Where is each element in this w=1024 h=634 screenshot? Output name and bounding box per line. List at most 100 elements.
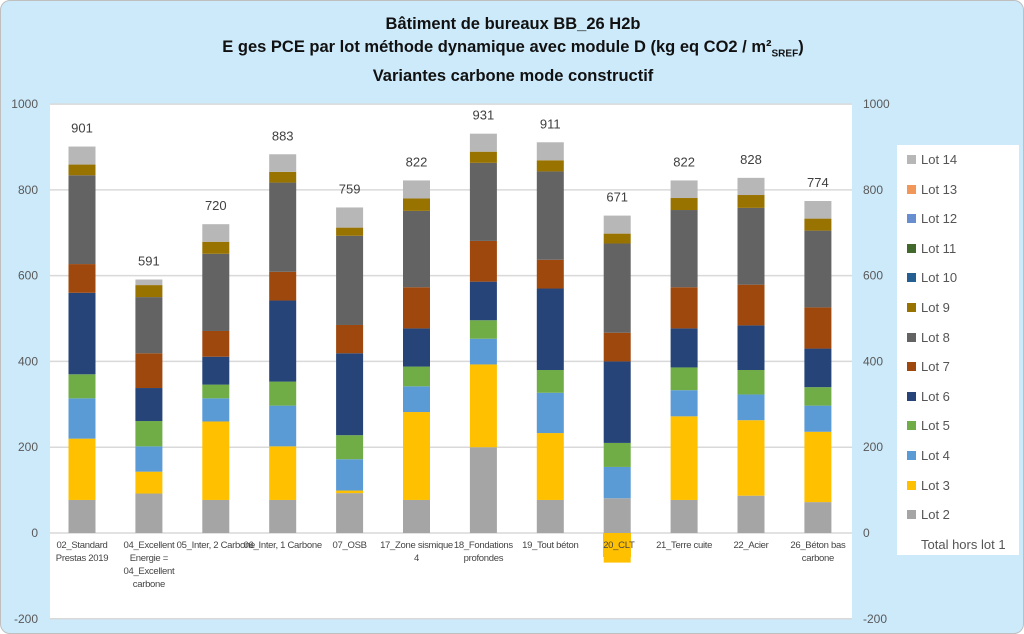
total-data-label: 591: [138, 254, 160, 269]
chart-title: Bâtiment de bureaux BB_26 H2b E ges PCE …: [1, 13, 1023, 88]
bar-segment-lot-8: [536, 171, 564, 260]
bar-segment-lot-5: [269, 381, 297, 406]
total-data-label: 671: [606, 190, 628, 205]
bar-segment-lot-2: [536, 499, 564, 533]
bar-segment-lot-4: [670, 390, 698, 417]
legend-swatch: [907, 155, 916, 164]
bar-segment-lot-14: [403, 180, 430, 199]
bar-segment-lot-9: [269, 171, 297, 183]
x-tick-label: 26_Béton bas carbone: [790, 540, 846, 564]
legend-swatch: [907, 214, 916, 224]
legend-label: Lot 4: [921, 448, 950, 463]
bar-segment-lot-14: [603, 215, 631, 234]
legend-label: Lot 10: [921, 270, 958, 286]
bar-segment-lot-2: [135, 493, 163, 533]
bar-segment-lot-6: [202, 356, 230, 385]
bar-segment-lot-2: [202, 499, 230, 533]
legend-label: Lot 14: [921, 152, 958, 167]
bar-segment-lot-5: [135, 421, 163, 447]
legend-label: Lot 12: [921, 211, 958, 227]
bar-segment-lot-4: [269, 405, 297, 447]
legend-label: Lot 8: [921, 329, 950, 345]
x-tick-label: 04_Excellent Energie = 04_Excellent carb…: [123, 540, 175, 590]
bar-segment-lot-14: [670, 180, 698, 199]
total-data-label: 828: [740, 152, 762, 167]
bar-segment-lot-3: [269, 446, 297, 500]
bar-segment-lot-4: [469, 338, 497, 365]
legend-label: Lot 2: [921, 507, 950, 523]
bar-segment-lot-2: [68, 499, 96, 533]
bar-segment-lot-7: [603, 332, 631, 362]
bar-segment-lot-3: [670, 416, 698, 500]
bar-segment-lot-5: [403, 366, 430, 387]
legend-swatch: [907, 421, 916, 431]
bar-segment-lot-8: [403, 210, 430, 288]
bar-segment-lot-8: [804, 230, 832, 308]
y2-tick-label: 800: [863, 183, 883, 197]
x-tick-label: 06_Inter, 1 Carbone: [243, 540, 323, 551]
x-tick-label: 22_Acier: [733, 540, 769, 551]
bar-segment-lot-14: [68, 146, 96, 165]
legend-label: Lot 3: [921, 477, 950, 493]
total-data-label: 720: [205, 198, 227, 213]
legend-swatch: [907, 391, 916, 401]
y2-tick-label: -200: [863, 612, 887, 626]
bar-segment-lot-8: [737, 207, 765, 285]
legend-swatch: [907, 184, 916, 194]
x-tick-label: 20_CLT: [603, 533, 635, 557]
bar-segment-lot-9: [336, 227, 364, 236]
bar-segment-lot-14: [469, 133, 497, 152]
bar-segment-lot-7: [336, 324, 364, 354]
bar-segment-lot-9: [737, 195, 765, 208]
bar-segment-lot-5: [68, 374, 96, 399]
bar-segment-lot-7: [536, 259, 564, 289]
bar-segment-lot-9: [469, 151, 497, 163]
legend-swatch: [907, 451, 916, 460]
legend-label: Lot 7: [921, 359, 950, 375]
bar-segment-lot-6: [670, 328, 698, 368]
bar-segment-lot-6: [804, 348, 832, 388]
bar-segment-lot-7: [135, 353, 163, 389]
legend-label: Lot 9: [921, 300, 950, 315]
bar-segment-lot-4: [603, 466, 631, 499]
bar-segment-lot-9: [536, 160, 564, 172]
bar-segment-lot-3: [469, 364, 497, 448]
y2-tick-label: 200: [863, 440, 883, 454]
bar-segment-lot-6: [269, 300, 297, 382]
x-tick-label: 05_Inter, 2 Carbone: [176, 540, 256, 551]
legend-item: Lot 2: [907, 507, 950, 522]
bar-segment-lot-6: [135, 388, 163, 422]
bar-segment-lot-8: [336, 235, 364, 325]
bar-segment-lot-6: [536, 288, 564, 371]
bar-segment-lot-3: [536, 433, 564, 500]
bar-segment-lot-4: [804, 405, 832, 432]
bar-segment-lot-4: [403, 386, 430, 413]
bar-segment-lot-14: [804, 201, 832, 219]
bar-segment-lot-9: [603, 233, 631, 244]
x-tick-label: 21_Terre cuite: [656, 540, 713, 551]
bar-segment-lot-7: [202, 330, 230, 357]
bar-segment-lot-3: [737, 420, 765, 496]
bar-segment-lot-3: [336, 490, 364, 494]
bar-segment-lot-2: [336, 493, 364, 533]
bar-segment-lot-6: [737, 325, 765, 371]
y2-tick-label: 1000: [863, 97, 890, 111]
legend-item-total: Total hors lot 1: [921, 536, 1006, 552]
bar-segment-lot-7: [737, 284, 765, 326]
x-tick-label: 18_Fondations profondes: [453, 540, 513, 564]
bar-segment-lot-5: [336, 435, 364, 460]
bar-segment-lot-14: [202, 224, 230, 242]
bar-segment-lot-3: [135, 471, 163, 494]
bar-segment-lot-3: [68, 438, 96, 500]
y-tick-label: -200: [14, 612, 38, 626]
y-tick-label: 1000: [11, 97, 38, 111]
legend: Lot 14 Lot 13 Lot 12 Lot 11 Lot 10 Lot 9 Lot 8…: [897, 145, 1019, 555]
legend-item: Lot 10: [907, 270, 957, 285]
bar-segment-lot-5: [603, 442, 631, 467]
legend-item: Lot 12: [907, 211, 957, 226]
bar-segment-lot-2: [269, 499, 297, 533]
bar-segment-lot-14: [269, 154, 297, 172]
legend-item: Lot 14: [907, 152, 957, 167]
bar-segment-lot-5: [670, 367, 698, 391]
